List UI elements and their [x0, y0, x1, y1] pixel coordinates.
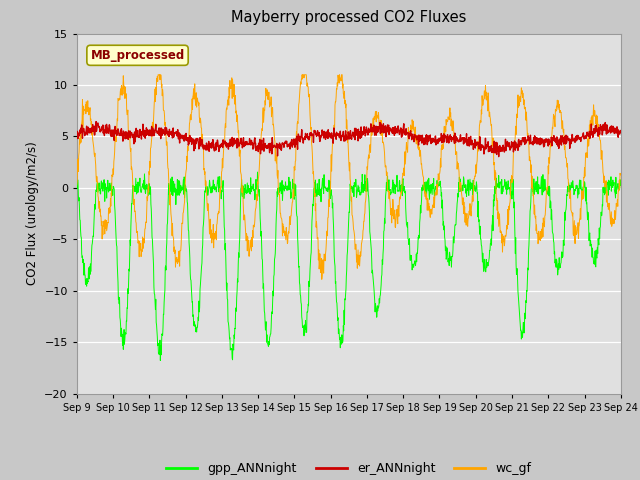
Y-axis label: CO2 Flux (urology/m2/s): CO2 Flux (urology/m2/s) — [26, 142, 38, 286]
Legend: gpp_ANNnight, er_ANNnight, wc_gf: gpp_ANNnight, er_ANNnight, wc_gf — [161, 457, 536, 480]
Text: MB_processed: MB_processed — [90, 49, 185, 62]
Title: Mayberry processed CO2 Fluxes: Mayberry processed CO2 Fluxes — [231, 11, 467, 25]
